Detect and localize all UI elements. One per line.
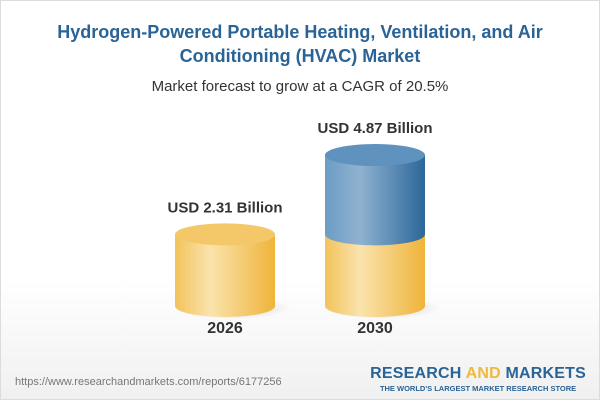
cylinder-bar-2030-base	[325, 234, 425, 317]
source-url[interactable]: https://www.researchandmarkets.com/repor…	[15, 376, 282, 388]
logo-text-and: AND	[465, 365, 501, 382]
category-label-2030: 2030	[357, 320, 393, 337]
data-label-2030: USD 4.87 Billion	[317, 120, 432, 137]
cylinder-top	[175, 223, 275, 246]
logo-tagline: THE WORLD'S LARGEST MARKET RESEARCH STOR…	[379, 384, 577, 393]
category-label-2026: 2026	[207, 320, 243, 337]
cylinder-top	[325, 144, 425, 167]
cylinder-bar-2026-base	[175, 234, 275, 317]
logo-text-markets: MARKETS	[500, 365, 586, 382]
cylinder-bar-2030-growth	[325, 155, 425, 246]
research-and-markets-logo: RESEARCH AND MARKETS THE WORLD'S LARGEST…	[370, 365, 586, 393]
data-label-2026: USD 2.31 Billion	[167, 199, 282, 216]
chart-subtitle: Market forecast to grow at a CAGR of 20.…	[151, 78, 449, 95]
chart-title: Hydrogen-Powered Portable Heating, Venti…	[57, 22, 543, 66]
logo-text-research: RESEARCH	[370, 365, 466, 382]
